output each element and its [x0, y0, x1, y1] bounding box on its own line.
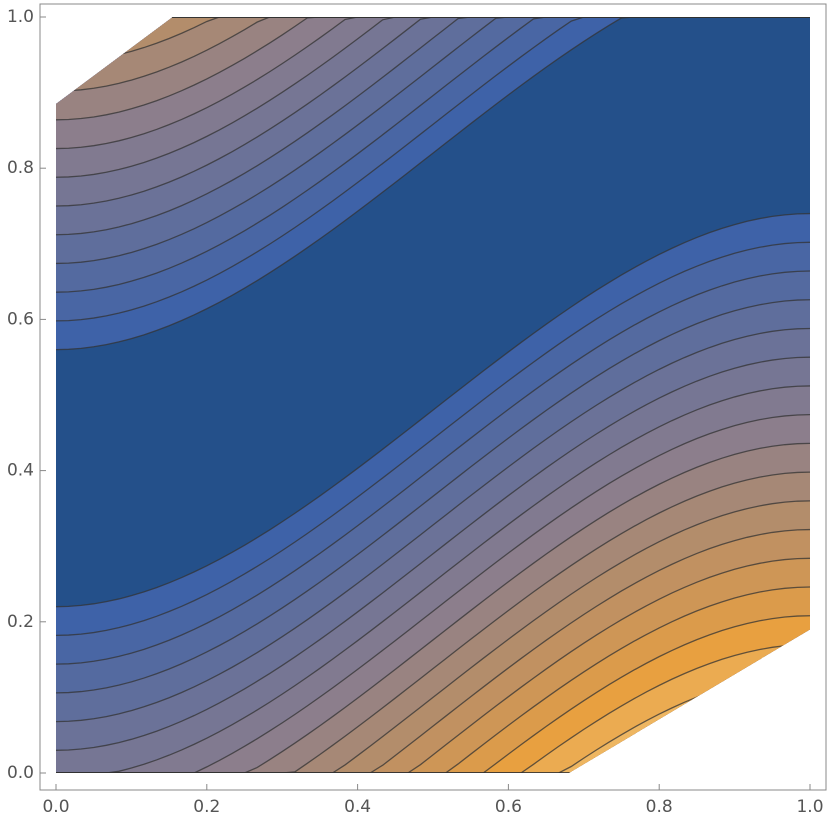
- contour-line: [56, 17, 810, 92]
- contour-line: [56, 586, 810, 773]
- x-tick-label: 0.8: [646, 797, 673, 817]
- contour-line: [56, 17, 810, 293]
- y-tick-label: 0.0: [7, 763, 34, 783]
- contour-line: [56, 17, 810, 64]
- contour-line: [56, 17, 810, 178]
- contour-line: [56, 17, 810, 207]
- x-tick-label: 0.4: [344, 797, 371, 817]
- contour-line: [56, 557, 810, 773]
- contour-line: [56, 17, 810, 121]
- contour-line: [56, 356, 810, 751]
- x-tick-label: 0.0: [42, 797, 69, 817]
- contour-line: [56, 442, 810, 773]
- contour-line: [56, 672, 810, 773]
- contour-line: [56, 327, 810, 723]
- contour-band: [56, 17, 810, 120]
- contour-line: [56, 17, 810, 265]
- contour-line: [56, 528, 810, 773]
- frame: [39, 3, 827, 791]
- y-tick-label: 1.0: [7, 7, 34, 27]
- y-tick-label: 0.4: [7, 461, 34, 481]
- contour-plot: [56, 17, 810, 773]
- y-tick-label: 0.8: [7, 158, 34, 178]
- contour-line: [56, 17, 810, 150]
- contour-line: [56, 615, 810, 773]
- contour-line: [56, 17, 810, 236]
- contour-line: [56, 17, 810, 351]
- contour-line: [56, 299, 810, 694]
- contour-line: [56, 270, 810, 665]
- contour-line: [56, 643, 810, 773]
- contour-line: [56, 17, 810, 322]
- y-tick-label: 0.6: [7, 309, 34, 329]
- contour-line: [56, 471, 810, 773]
- x-tick-label: 1.0: [796, 797, 823, 817]
- y-tick-label: 0.2: [7, 612, 34, 632]
- contour-line: [56, 414, 810, 773]
- contour-line: [56, 500, 810, 773]
- contour-line: [56, 212, 810, 608]
- x-tick-label: 0.6: [495, 797, 522, 817]
- contour-line: [56, 385, 810, 773]
- contour-line: [56, 241, 810, 637]
- x-tick-label: 0.2: [193, 797, 220, 817]
